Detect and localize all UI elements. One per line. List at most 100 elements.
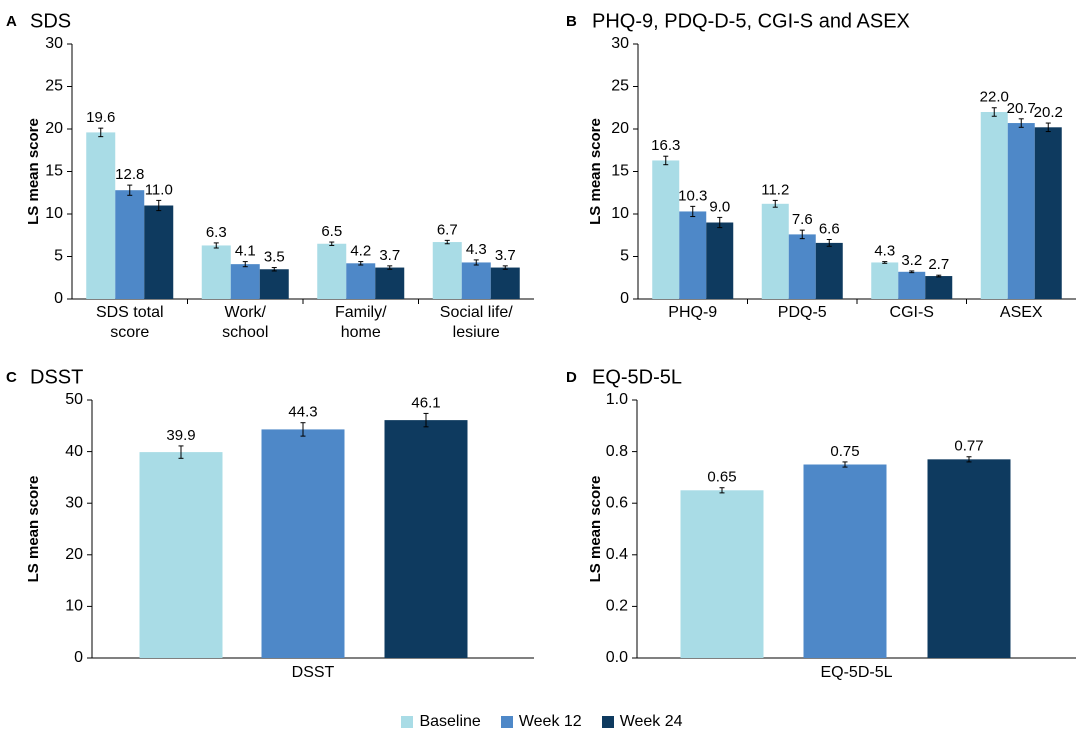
chart-title: DSST bbox=[30, 366, 83, 388]
bar-week12 bbox=[679, 211, 707, 299]
legend-swatch-week24 bbox=[601, 716, 614, 728]
legend-swatch-week12 bbox=[500, 716, 513, 728]
data-label: 16.3 bbox=[651, 137, 680, 154]
x-category-label-line: home bbox=[341, 324, 381, 341]
x-category-label-line: DSST bbox=[292, 664, 335, 681]
x-category-label: SDS total score bbox=[96, 304, 164, 341]
y-tick-label: 0.0 bbox=[606, 649, 628, 666]
y-tick-label: 5 bbox=[620, 248, 629, 265]
x-category-label: EQ-5D-5L bbox=[820, 664, 892, 681]
panel-label: D bbox=[566, 369, 577, 386]
bar-week12 bbox=[898, 271, 926, 299]
data-label: 4.2 bbox=[350, 243, 371, 260]
y-tick-label: 10 bbox=[45, 205, 63, 222]
bar-baseline bbox=[652, 160, 680, 299]
x-category-label-line: Family/ bbox=[335, 304, 387, 321]
y-tick-label: 0.8 bbox=[606, 443, 628, 460]
legend-item-week24: Week 24 bbox=[601, 713, 683, 731]
bar-week12 bbox=[803, 464, 887, 658]
y-tick-label: 15 bbox=[45, 163, 63, 180]
legend: Baseline Week 12 Week 24 bbox=[0, 710, 1084, 734]
y-tick-label: 0.6 bbox=[606, 494, 628, 511]
legend-label-week12: Week 12 bbox=[518, 713, 582, 730]
data-label: 6.3 bbox=[206, 224, 227, 241]
chart-panel-d: D EQ-5D-5L LS mean score 0.0 0.2 0.4 0.6 0.8 1.0… bbox=[566, 366, 1076, 681]
data-label: 4.1 bbox=[235, 243, 256, 260]
x-category-label-line: ASEX bbox=[1000, 304, 1043, 321]
y-tick-label: 20 bbox=[65, 546, 83, 563]
data-label: 46.1 bbox=[411, 394, 440, 411]
bar-week12 bbox=[346, 263, 376, 299]
x-category-label-line: SDS total bbox=[96, 304, 164, 321]
y-tick-label: 0.2 bbox=[606, 598, 628, 615]
bar-week24 bbox=[384, 420, 468, 658]
y-tick-label: 0.4 bbox=[606, 546, 628, 563]
data-label: 12.8 bbox=[115, 166, 144, 183]
data-label: 11.0 bbox=[145, 181, 173, 198]
y-tick-label: 50 bbox=[65, 391, 83, 408]
data-label: 20.2 bbox=[1034, 104, 1063, 121]
bar-week12 bbox=[461, 262, 491, 299]
legend-swatch-baseline bbox=[401, 716, 414, 728]
y-tick-label: 10 bbox=[611, 205, 629, 222]
data-label: 20.7 bbox=[1007, 100, 1036, 117]
panel-label: B bbox=[566, 13, 577, 30]
chart-title: SDS bbox=[30, 10, 71, 32]
bar-week24 bbox=[490, 267, 520, 299]
x-category-label-line: CGI-S bbox=[890, 304, 934, 321]
bar-week24 bbox=[144, 205, 174, 299]
bar-week24 bbox=[259, 269, 289, 299]
bar-baseline bbox=[139, 452, 223, 658]
y-tick-label: 1.0 bbox=[606, 391, 628, 408]
y-tick-label: 30 bbox=[611, 35, 629, 52]
data-label: 6.7 bbox=[437, 221, 458, 238]
bar-baseline bbox=[761, 203, 789, 299]
data-label: 10.3 bbox=[678, 187, 707, 204]
x-category-label: Family/home bbox=[335, 304, 387, 341]
bar-week24 bbox=[925, 276, 953, 299]
data-label: 7.6 bbox=[792, 211, 813, 228]
y-axis-label: LS mean score bbox=[25, 118, 42, 225]
bar-week12 bbox=[261, 429, 345, 658]
y-axis-label: LS mean score bbox=[25, 476, 42, 583]
x-category-label: PHQ-9 bbox=[668, 304, 717, 321]
y-tick-label: 25 bbox=[45, 78, 63, 95]
chart-panel-a: A SDS LS mean score 0 5 10 15 20 25 30 19.6 6.3 6.5 6… bbox=[6, 10, 534, 341]
bar-week24 bbox=[1034, 127, 1062, 299]
data-label: 39.9 bbox=[166, 427, 195, 444]
y-tick-label: 20 bbox=[45, 120, 63, 137]
bar-baseline bbox=[980, 112, 1008, 299]
x-category-label: CGI-S bbox=[890, 304, 934, 321]
y-tick-label: 0 bbox=[620, 290, 629, 307]
data-label: 6.5 bbox=[321, 223, 342, 240]
bar-baseline bbox=[86, 132, 116, 299]
y-tick-label: 15 bbox=[611, 163, 629, 180]
data-label: 22.0 bbox=[980, 89, 1009, 106]
bar-baseline bbox=[201, 245, 231, 299]
y-tick-label: 40 bbox=[65, 443, 83, 460]
data-label: 4.3 bbox=[874, 243, 895, 260]
x-category-label-line: PHQ-9 bbox=[668, 304, 717, 321]
chart-title: EQ-5D-5L bbox=[592, 366, 682, 388]
x-category-label: ASEX bbox=[1000, 304, 1043, 321]
panel-label: A bbox=[6, 13, 17, 30]
chart-panel-b: B PHQ-9, PDQ-D-5, CGI-S and ASEX LS mean s… bbox=[566, 10, 1076, 321]
x-category-label: Social life/lesiure bbox=[440, 304, 513, 341]
bar-week12 bbox=[115, 190, 145, 299]
y-tick-label: 5 bbox=[54, 248, 63, 265]
bar-week12 bbox=[230, 264, 260, 299]
data-label: 2.7 bbox=[928, 256, 949, 273]
y-axis-label: LS mean score bbox=[587, 476, 604, 583]
y-tick-label: 0 bbox=[54, 290, 63, 307]
x-category-label-line: EQ-5D-5L bbox=[820, 664, 892, 681]
data-label: 3.7 bbox=[495, 247, 516, 264]
x-category-label: Work/school bbox=[222, 304, 268, 341]
chart-panel-c: C DSST LS mean score 0 10 20 30 40 50 39.9 44.3 46.… bbox=[6, 366, 534, 681]
data-label: 0.65 bbox=[707, 469, 736, 486]
legend-item-week12: Week 12 bbox=[500, 713, 582, 731]
x-category-label-line: Work/ bbox=[225, 304, 267, 321]
bar-week24 bbox=[815, 242, 843, 299]
data-label: 19.6 bbox=[86, 109, 115, 126]
y-tick-label: 20 bbox=[611, 120, 629, 137]
